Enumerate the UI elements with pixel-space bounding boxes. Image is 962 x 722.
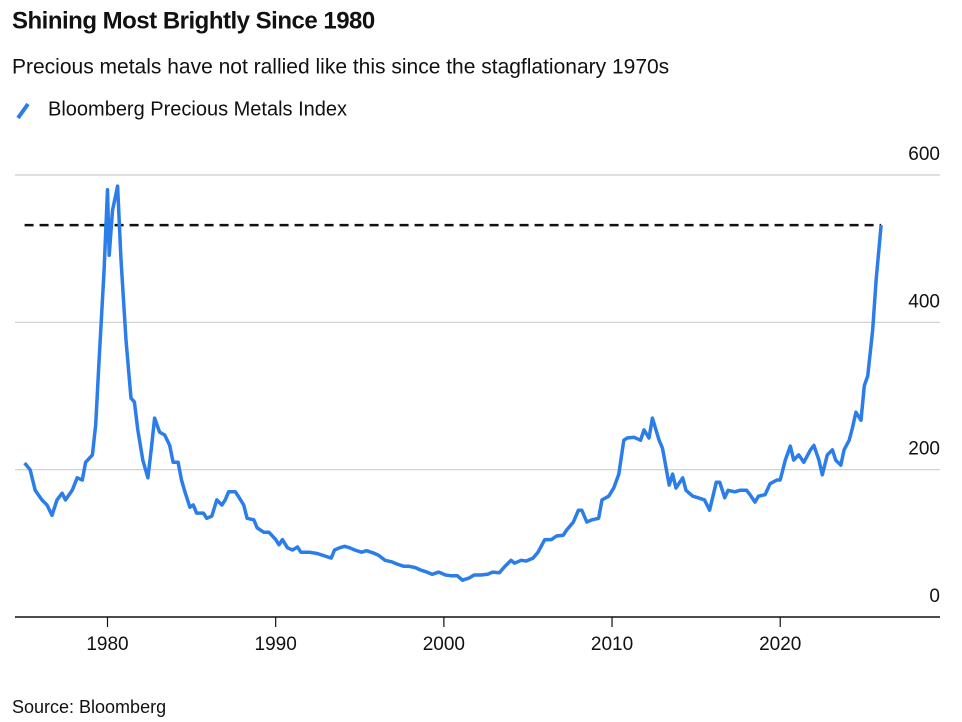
source: Source: Bloomberg <box>12 697 166 717</box>
legend-icon <box>16 102 30 120</box>
y-tick-label: 400 <box>908 291 940 312</box>
x-tick-label: 2020 <box>759 634 801 655</box>
x-tick-label: 1980 <box>86 634 128 655</box>
x-tick-label: 1990 <box>255 634 297 655</box>
y-tick-label: 600 <box>908 144 940 165</box>
data-line <box>23 184 883 582</box>
y-tick-label: 0 <box>929 586 940 607</box>
chart-title: Shining Most Brightly Since 1980 <box>12 7 375 34</box>
chart-subtitle: Precious metals have not rallied like th… <box>12 56 669 79</box>
y-tick-label: 200 <box>908 439 940 460</box>
legend-label: Bloomberg Precious Metals Index <box>48 98 347 120</box>
x-tick-label: 2000 <box>423 634 465 655</box>
x-tick-label: 2010 <box>591 634 633 655</box>
